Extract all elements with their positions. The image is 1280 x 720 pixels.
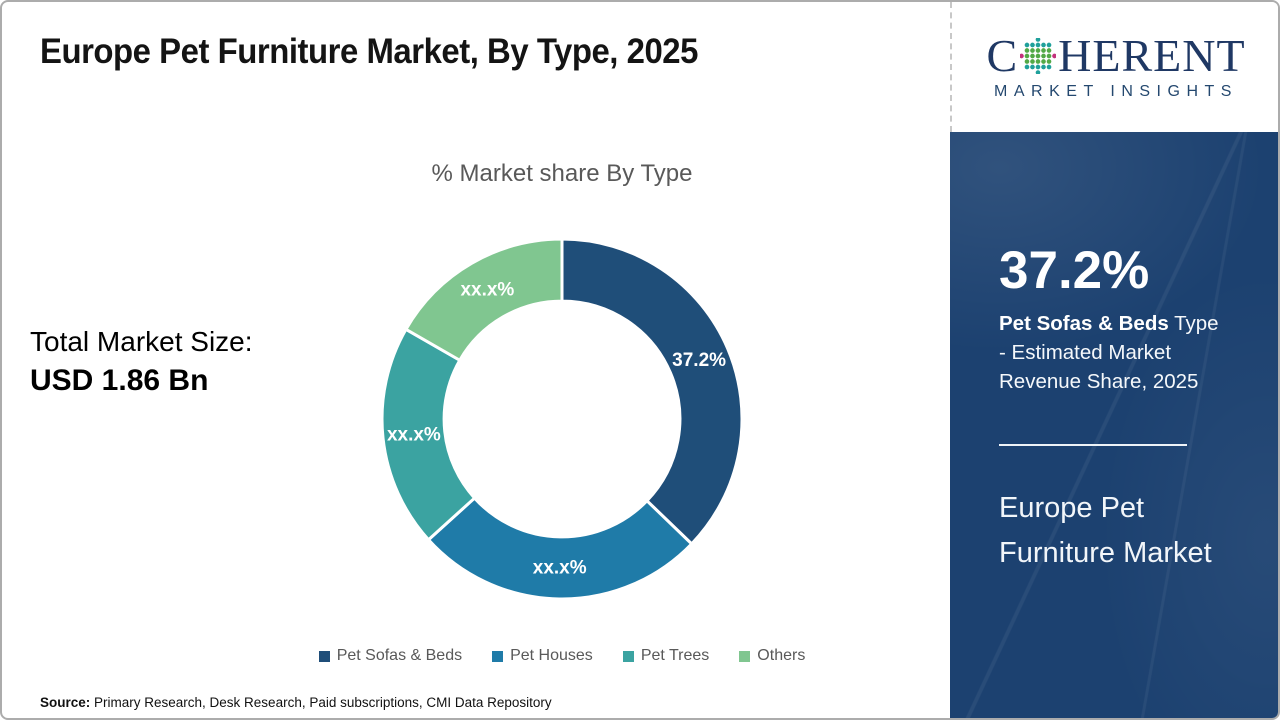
logo-subtitle: MARKET INSIGHTS [994, 83, 1238, 100]
highlight-segment-name: Pet Sofas & Beds [999, 312, 1169, 335]
logo-text-herent: HERENT [1058, 30, 1246, 81]
slice-label-pet-trees: xx.x% [387, 424, 441, 445]
source-text: Primary Research, Desk Research, Paid su… [90, 695, 552, 710]
legend-item-pet-houses: Pet Houses [492, 647, 593, 665]
legend-item-others: Others [739, 647, 805, 665]
legend-label-pet-sofas-beds: Pet Sofas & Beds [336, 647, 463, 664]
highlight-description: Pet Sofas & Beds Type - Estimated Market… [999, 309, 1231, 396]
legend-marker-pet-trees [622, 650, 634, 662]
slice-label-pet-sofas-beds: 37.2% [672, 350, 726, 371]
legend-item-pet-trees: Pet Trees [622, 647, 710, 665]
logo-text-c: C [986, 30, 1019, 81]
source-line: Source: Primary Research, Desk Research,… [40, 695, 552, 710]
legend-label-pet-trees: Pet Trees [640, 647, 710, 664]
legend-item-pet-sofas-beds: Pet Sofas & Beds [318, 647, 463, 665]
page-title: Europe Pet Furniture Market, By Type, 20… [40, 32, 698, 71]
chart-title: % Market share By Type [431, 160, 693, 187]
legend-marker-pet-houses [492, 650, 504, 662]
logo-box: C HERENT MARKET INSIGHTS [950, 2, 1278, 132]
chart-legend: Pet Sofas & Beds Pet Houses Pet Trees Other… [172, 647, 952, 665]
legend-marker-pet-sofas-beds [318, 650, 330, 662]
dotted-globe-icon [1020, 38, 1057, 74]
donut-slice-pet-sofas-beds [560, 237, 744, 546]
source-label: Source: [40, 695, 91, 710]
slice-label-others: xx.x% [460, 280, 514, 301]
sidebar-panel: 37.2% Pet Sofas & Beds Type - Estimated … [950, 132, 1278, 718]
company-logo: C HERENT [986, 33, 1245, 79]
sidebar: C HERENT MARKET INSIGHTS 37.2% Pet Sofas… [950, 2, 1278, 718]
panel-divider [999, 444, 1187, 446]
donut-chart: 37.2% xx.x% xx.x% xx.x% [380, 237, 744, 601]
slice-label-pet-houses: xx.x% [533, 557, 587, 578]
legend-label-others: Others [757, 647, 806, 664]
total-market-size-block: Total Market Size: USD 1.86 Bn [30, 326, 253, 398]
panel-market-title: Europe Pet Furniture Market [999, 492, 1212, 569]
total-market-size-label: Total Market Size: [30, 326, 253, 357]
donut-slice-pet-houses [426, 495, 694, 601]
highlight-description-rest: Type - Estimated Market Revenue Share, 2… [999, 312, 1219, 393]
highlight-percentage: 37.2% [999, 241, 1150, 300]
legend-marker-others [739, 650, 751, 662]
legend-label-pet-houses: Pet Houses [510, 647, 593, 664]
donut-slice-others [403, 237, 564, 363]
total-market-size-value: USD 1.86 Bn [30, 364, 209, 397]
